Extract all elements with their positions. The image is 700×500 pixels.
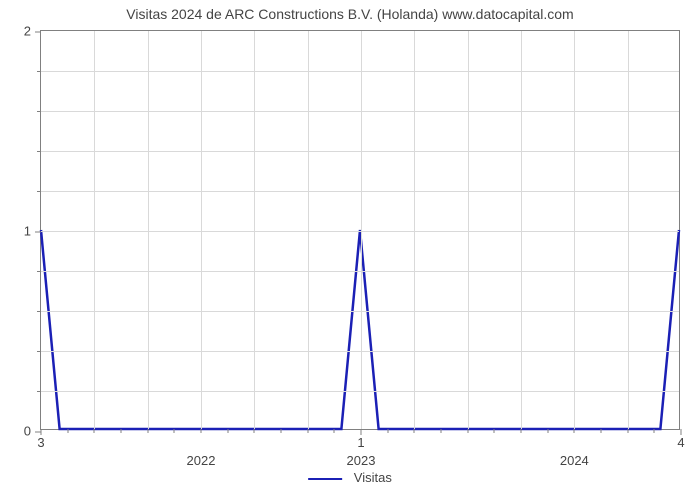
x-minor-tick: [601, 429, 602, 433]
x-minor-tick: [467, 429, 468, 433]
y-minor-tick: [37, 271, 41, 272]
chart-title: Visitas 2024 de ARC Constructions B.V. (…: [0, 6, 700, 22]
gridline-horizontal: [41, 191, 679, 192]
x-minor-tick: [307, 429, 308, 433]
gridline-vertical: [148, 31, 149, 429]
gridline-horizontal: [41, 151, 679, 152]
x-minor-tick: [654, 429, 655, 433]
legend-swatch: [308, 478, 342, 480]
data-line: [41, 31, 679, 429]
y-minor-tick: [37, 151, 41, 152]
gridline-horizontal: [41, 71, 679, 72]
legend-label: Visitas: [354, 470, 392, 485]
x-minor-tick: [121, 429, 122, 433]
gridline-vertical: [574, 31, 575, 429]
y-minor-tick: [37, 191, 41, 192]
gridline-vertical: [308, 31, 309, 429]
gridline-vertical: [94, 31, 95, 429]
x-secondary-label: 2024: [560, 429, 589, 468]
chart-container: Visitas 2024 de ARC Constructions B.V. (…: [0, 0, 700, 500]
x-minor-tick: [334, 429, 335, 433]
x-tick-label: 3: [37, 429, 44, 450]
x-minor-tick: [494, 429, 495, 433]
y-minor-tick: [37, 311, 41, 312]
x-minor-tick: [414, 429, 415, 433]
x-minor-tick: [547, 429, 548, 433]
plot-area: 012314202220232024: [40, 30, 680, 430]
x-tick-label: 4: [677, 429, 684, 450]
gridline-vertical: [254, 31, 255, 429]
x-secondary-label: 2022: [187, 429, 216, 468]
y-minor-tick: [37, 351, 41, 352]
x-minor-tick: [67, 429, 68, 433]
gridline-vertical: [361, 31, 362, 429]
legend: Visitas: [308, 470, 392, 485]
gridline-vertical: [521, 31, 522, 429]
y-minor-tick: [37, 391, 41, 392]
x-secondary-label: 2023: [347, 429, 376, 468]
gridline-horizontal: [41, 111, 679, 112]
x-minor-tick: [227, 429, 228, 433]
x-minor-tick: [174, 429, 175, 433]
gridline-vertical: [628, 31, 629, 429]
gridline-vertical: [201, 31, 202, 429]
gridline-vertical: [468, 31, 469, 429]
gridline-vertical: [414, 31, 415, 429]
gridline-horizontal: [41, 311, 679, 312]
gridline-horizontal: [41, 391, 679, 392]
x-minor-tick: [254, 429, 255, 433]
x-minor-tick: [147, 429, 148, 433]
x-minor-tick: [627, 429, 628, 433]
gridline-horizontal: [41, 231, 679, 232]
y-minor-tick: [37, 111, 41, 112]
x-minor-tick: [94, 429, 95, 433]
gridline-horizontal: [41, 271, 679, 272]
x-minor-tick: [281, 429, 282, 433]
gridline-horizontal: [41, 351, 679, 352]
y-minor-tick: [37, 71, 41, 72]
x-minor-tick: [387, 429, 388, 433]
y-tick-label: 2: [24, 24, 41, 39]
x-minor-tick: [521, 429, 522, 433]
y-tick-label: 1: [24, 224, 41, 239]
x-minor-tick: [441, 429, 442, 433]
